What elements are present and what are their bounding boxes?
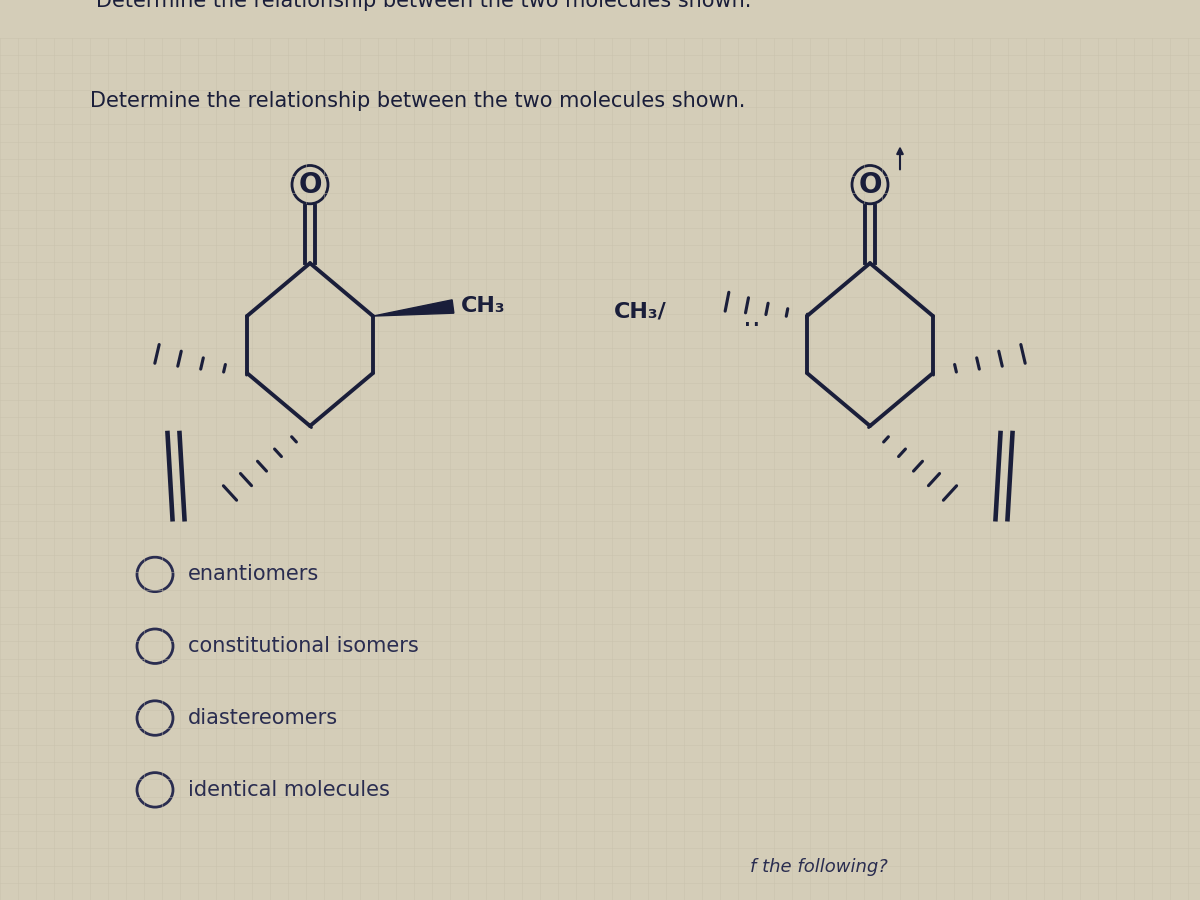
Text: ..: .. [743, 304, 761, 332]
Text: f the following?: f the following? [750, 858, 888, 876]
Text: CH₃/: CH₃/ [614, 302, 667, 321]
Text: enantiomers: enantiomers [188, 564, 319, 584]
Text: identical molecules: identical molecules [188, 780, 390, 800]
Polygon shape [373, 300, 454, 316]
Text: Determine the relationship between the two molecules shown.: Determine the relationship between the t… [96, 0, 751, 11]
Text: Determine the relationship between the two molecules shown.: Determine the relationship between the t… [90, 91, 745, 111]
Text: O: O [858, 171, 882, 199]
Text: diastereomers: diastereomers [188, 708, 338, 728]
Text: CH₃: CH₃ [461, 296, 505, 317]
Text: O: O [299, 171, 322, 199]
Text: constitutional isomers: constitutional isomers [188, 636, 419, 656]
